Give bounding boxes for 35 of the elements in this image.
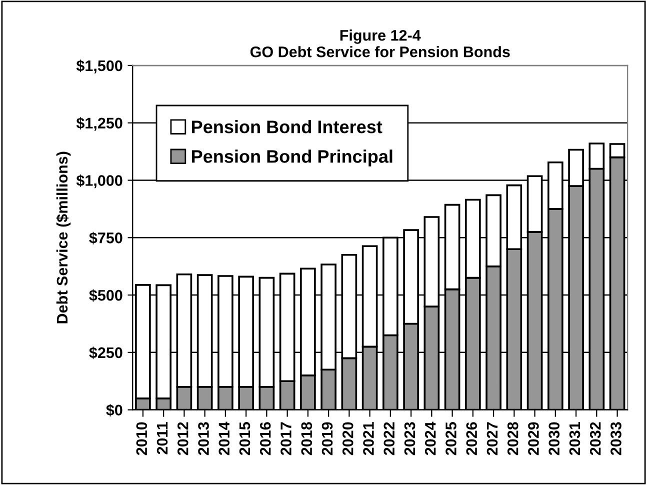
y-tick-label: $1,000 — [76, 174, 122, 188]
x-tick-label: 2019 — [322, 422, 333, 456]
x-tick-label: 2022 — [384, 422, 395, 456]
chart-title: Figure 12-4 GO Debt Service for Pension Bonds — [250, 30, 510, 58]
x-tick-label: 2030 — [548, 422, 560, 456]
x-tick-label: 2010 — [136, 422, 148, 456]
x-tick-label: 2014 — [218, 422, 230, 456]
x-tick-label: 2011 — [156, 422, 168, 454]
x-tick-label: 2029 — [528, 422, 539, 456]
x-tick-label: 2031 — [569, 422, 580, 456]
x-tick-label: 2024 — [424, 422, 436, 456]
x-tick-label: 2017 — [280, 422, 292, 456]
x-tick-label: 2015 — [239, 422, 250, 456]
legend-label: Pension Bond Interest — [192, 120, 382, 134]
x-tick-label: 2032 — [590, 422, 601, 456]
y-tick-label: $1,250 — [76, 117, 122, 131]
x-tick-label: 2033 — [610, 422, 622, 456]
x-tick-label: 2028 — [507, 422, 518, 456]
y-axis-title: Debt Service ($millions) — [56, 152, 71, 324]
y-tick-label: $750 — [89, 232, 122, 244]
x-tick-label: 2023 — [404, 422, 416, 456]
x-tick-label: 2020 — [342, 422, 354, 456]
y-tick-label: $0 — [106, 404, 122, 416]
x-tick-label: 2025 — [446, 422, 456, 456]
legend-label: Pension Bond Principal — [192, 150, 392, 166]
x-tick-label: 2027 — [486, 422, 498, 456]
x-tick-label: 2012 — [177, 422, 188, 456]
y-tick-label: $1,500 — [76, 60, 122, 74]
y-tick-label: $250 — [89, 346, 122, 360]
x-tick-label: 2013 — [198, 422, 209, 456]
y-tick-label: $500 — [89, 289, 122, 302]
x-tick-label: 2021 — [363, 422, 374, 456]
x-tick-label: 2018 — [301, 422, 312, 456]
x-tick-label: 2016 — [260, 422, 271, 456]
x-tick-label: 2026 — [466, 422, 478, 456]
